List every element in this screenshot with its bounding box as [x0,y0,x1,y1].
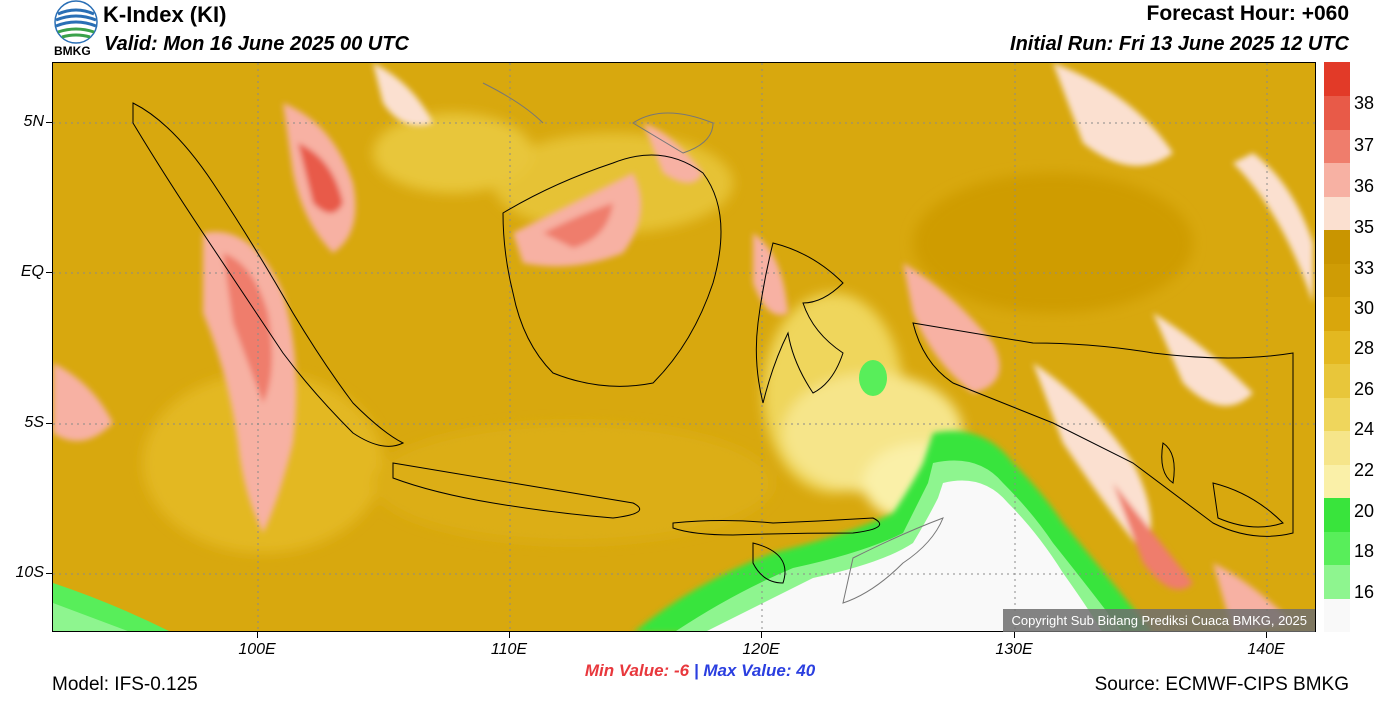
forecast-hour: Forecast Hour: +060 [1146,2,1350,25]
colorbar-label: 16 [1354,582,1375,602]
k-index-map [52,62,1316,632]
colorbar-label: 24 [1354,419,1375,439]
max-value: 40 [796,661,816,680]
colorbar-segment [1324,363,1350,398]
colorbar-segment [1324,196,1350,231]
valid-time: Valid: Mon 16 June 2025 00 UTC [104,33,409,55]
source-info: Source: ECMWF-CIPS BMKG [1094,674,1349,695]
colorbar-label: 20 [1354,501,1375,521]
lat-tick [46,573,52,574]
colorbar-segment [1324,464,1350,499]
lon-tick [1266,632,1267,638]
colorbar-label: 33 [1354,258,1375,278]
lon-label-120e: 120E [742,641,780,658]
bmkg-logo: BMKG [52,0,100,58]
initial-run: Initial Run: Fri 13 June 2025 12 UTC [1010,33,1349,55]
lon-tick [509,632,510,638]
colorbar-label: 30 [1354,298,1375,318]
lon-label-140e: 140E [1247,641,1285,658]
lat-tick [46,122,52,123]
field-shading [143,113,1193,553]
colorbar-label: 26 [1354,379,1375,399]
colorbar-label: 18 [1354,541,1375,561]
colorbar-segment [1324,162,1350,197]
lon-label-100e: 100E [238,641,276,658]
colorbar-segment [1324,296,1350,331]
lon-tick [1014,632,1015,638]
lat-label-10s: 10S [15,564,44,581]
colorbar-segment [1324,263,1350,298]
lon-tick [761,632,762,638]
lon-tick [257,632,258,638]
low-ki-zones [53,360,1152,631]
colorbar-segment [1324,229,1350,264]
colorbar-segment [1324,95,1350,130]
colorbar-segment [1324,598,1350,633]
colorbar-label: 36 [1354,176,1375,196]
colorbar-label: 37 [1354,135,1375,155]
min-max-values: Min Value: -6 | Max Value: 40 [0,661,1400,681]
coastlines [132,82,1294,604]
colorbar-label: 22 [1354,460,1375,480]
colorbar-label: 28 [1354,338,1375,358]
lat-tick [46,423,52,424]
lat-tick [46,272,52,273]
lat-label-5s: 5S [24,414,44,431]
page-title: K-Index (KI) [103,2,227,27]
min-value: -6 [673,661,690,680]
colorbar-segment [1324,564,1350,599]
min-label: Min Value: [584,661,670,680]
map-canvas [53,63,1315,631]
colorbar-segment [1324,531,1350,566]
graticule [53,63,1315,631]
colorbar-label: 38 [1354,93,1375,113]
max-label: Max Value: [703,661,792,680]
colorbar-segment [1324,330,1350,365]
lon-label-130e: 130E [995,641,1033,658]
lon-label-110e: 110E [490,641,528,658]
colorbar [1324,62,1350,633]
model-info: Model: IFS-0.125 [52,674,198,695]
lat-label-eq: EQ [20,263,44,280]
colorbar-segment [1324,430,1350,465]
lat-label-5n: 5N [23,113,44,130]
min-max-separator: | [693,661,699,680]
copyright-notice: Copyright Sub Bidang Prediksi Cuaca BMKG… [1003,609,1315,632]
colorbar-segment [1324,129,1350,164]
logo-text: BMKG [54,44,91,58]
colorbar-label: 35 [1354,217,1375,237]
high-ki-zones [53,63,1313,631]
colorbar-segment [1324,497,1350,532]
colorbar-segment [1324,62,1350,97]
colorbar-segment [1324,397,1350,432]
